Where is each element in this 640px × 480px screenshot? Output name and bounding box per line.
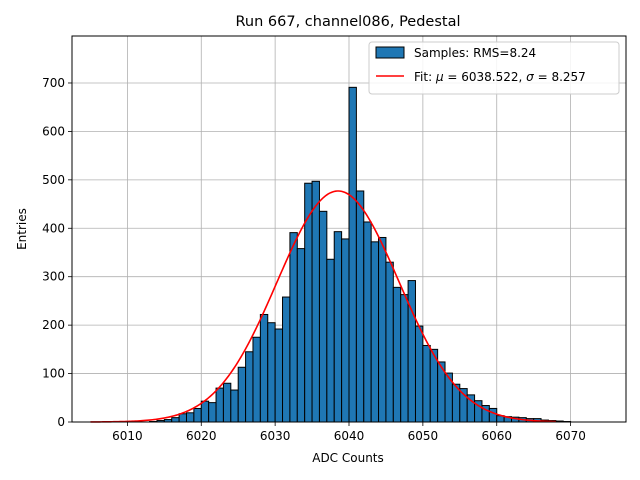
histogram-bar <box>282 296 291 423</box>
x-tick-label: 6010 <box>112 429 143 443</box>
histogram-bar <box>230 389 239 423</box>
histogram-bar <box>289 232 298 423</box>
legend-samples-swatch <box>375 46 405 59</box>
histogram-bar <box>363 221 372 423</box>
legend: Samples: RMS=8.24 Fit: μ = 6038.522, σ =… <box>368 41 620 95</box>
y-tick-label: 500 <box>42 173 65 187</box>
histogram-bar <box>355 190 365 423</box>
legend-samples-label: Samples: RMS=8.24 <box>414 46 536 60</box>
legend-fit-prefix: Fit: <box>414 70 436 84</box>
legend-fit-mu: μ <box>435 70 444 84</box>
histogram-bar <box>304 182 313 423</box>
histogram-bar <box>252 336 261 423</box>
histogram-bar <box>370 241 380 423</box>
x-tick-label: 6050 <box>408 429 439 443</box>
histogram-bar <box>208 402 217 423</box>
y-tick-label: 100 <box>42 367 65 381</box>
y-tick-label: 400 <box>42 221 65 235</box>
x-tick-label: 6070 <box>555 429 586 443</box>
legend-box <box>368 41 620 95</box>
histogram-bar <box>422 344 431 423</box>
histogram-bar <box>414 325 424 423</box>
histogram-bar <box>274 328 284 423</box>
chart-title: Run 667, channel086, Pedestal <box>235 14 460 30</box>
legend-fit-mid: = 6038.522, <box>444 70 527 84</box>
x-tick-label: 6060 <box>481 429 512 443</box>
y-tick-label: 200 <box>42 318 65 332</box>
fit-curve-group <box>90 190 556 423</box>
histogram-bar <box>200 400 210 423</box>
legend-fit-suffix: = 8.257 <box>534 70 586 84</box>
histogram-bar <box>171 417 180 423</box>
histogram-bar <box>378 236 387 423</box>
x-tick-label: 6020 <box>186 429 217 443</box>
histogram-bar <box>407 280 416 423</box>
histogram-bar <box>348 86 357 423</box>
histogram-bar <box>215 387 224 423</box>
histogram-bar <box>392 286 402 423</box>
histogram-bar <box>222 382 232 423</box>
x-axis-label: ADC Counts <box>312 451 384 465</box>
histogram-bar <box>341 238 350 423</box>
x-axis-ticks: 6010 6020 6030 6040 6050 6060 6070 <box>112 422 586 443</box>
histogram-bar <box>245 351 254 423</box>
histogram-bar <box>488 407 498 423</box>
histogram-bar <box>259 313 269 423</box>
histogram-bar <box>318 210 328 423</box>
fit-curve <box>90 190 556 423</box>
x-tick-label: 6040 <box>334 429 365 443</box>
y-tick-label: 300 <box>42 270 65 284</box>
histogram-bar <box>333 231 343 423</box>
histogram-bar <box>385 261 394 423</box>
x-tick-label: 6030 <box>260 429 291 443</box>
legend-fit-label: Fit: μ = 6038.522, σ = 8.257 <box>414 70 586 84</box>
histogram-bar <box>193 407 202 423</box>
y-tick-label: 600 <box>42 124 65 138</box>
histogram-bar <box>178 413 187 423</box>
y-tick-label: 0 <box>57 415 65 429</box>
histogram-bar <box>267 322 276 423</box>
histogram-bar <box>326 258 335 423</box>
histogram-bar <box>296 248 306 423</box>
histogram-bar <box>237 366 247 423</box>
histogram-bar <box>185 412 195 423</box>
histogram-bar <box>311 180 320 423</box>
y-axis-ticks: 0 100 200 300 400 500 600 700 <box>42 76 72 429</box>
y-axis-label: Entries <box>15 208 29 250</box>
legend-fit-sigma: σ <box>526 70 534 84</box>
y-tick-label: 700 <box>42 76 65 90</box>
histogram-bar <box>400 294 409 423</box>
